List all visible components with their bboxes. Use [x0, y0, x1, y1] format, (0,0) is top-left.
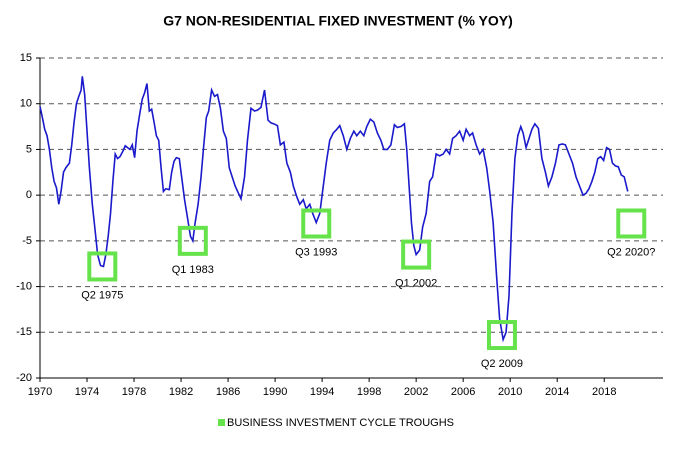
x-tick-label: 1974 [75, 386, 99, 398]
trough-marker [87, 251, 118, 282]
data-line [39, 76, 629, 343]
y-tick-label: -5 [22, 235, 32, 247]
legend-label: BUSINESS INVESTMENT CYCLE TROUGHS [227, 417, 454, 429]
x-tick-label: 2018 [592, 386, 616, 398]
x-tick-label: 1978 [122, 386, 146, 398]
trough-label: Q1 2002 [395, 277, 437, 289]
y-tick-label: -15 [16, 326, 32, 338]
chart-title: G7 NON-RESIDENTIAL FIXED INVESTMENT (% Y… [163, 13, 513, 29]
trough-label: Q2 1975 [81, 289, 123, 301]
y-tick-label: 15 [20, 52, 32, 64]
y-tick-label: 0 [26, 189, 32, 201]
trough-label: Q2 2020? [607, 246, 655, 258]
legend-marker [218, 419, 225, 426]
trough-marker [616, 208, 647, 239]
x-tick-label: 1994 [310, 386, 334, 398]
x-tick-label: 2002 [404, 386, 428, 398]
trough-marker [401, 239, 432, 270]
trough-marker [177, 225, 208, 256]
y-tick-label: 10 [20, 98, 32, 110]
trough-marker [486, 320, 517, 351]
x-tick-label: 1998 [357, 386, 381, 398]
trough-marker [301, 208, 332, 239]
x-tick-label: 2006 [451, 386, 475, 398]
x-tick-label: 1986 [216, 386, 240, 398]
x-tick-label: 1990 [263, 386, 287, 398]
x-tick-label: 1982 [169, 386, 193, 398]
trough-label: Q2 2009 [481, 358, 523, 370]
x-tick-label: 2014 [545, 386, 569, 398]
trough-label: Q1 1983 [172, 264, 214, 276]
y-tick-label: 5 [26, 143, 32, 155]
x-tick-label: 1970 [28, 386, 52, 398]
x-tick-label: 2010 [498, 386, 522, 398]
trough-label: Q3 1993 [295, 246, 337, 258]
y-tick-label: -20 [16, 372, 32, 384]
y-tick-label: -10 [16, 280, 32, 292]
